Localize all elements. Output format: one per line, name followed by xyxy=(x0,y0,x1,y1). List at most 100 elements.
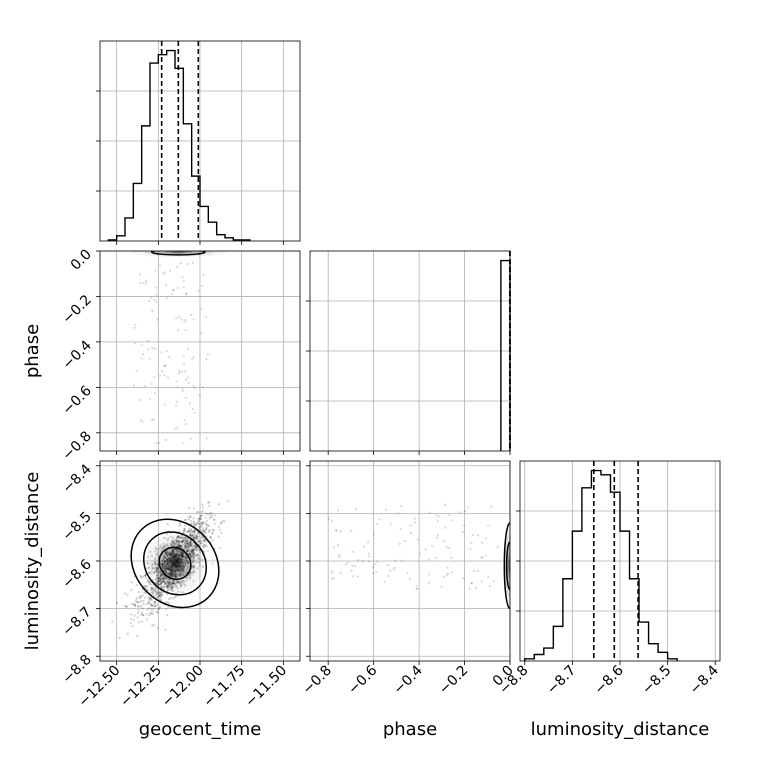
sample-point xyxy=(169,569,172,572)
sample-point xyxy=(157,569,160,572)
sample-point xyxy=(161,563,164,567)
sample-point xyxy=(158,594,161,597)
sample-point xyxy=(201,536,204,539)
sample-point xyxy=(160,561,164,564)
sample-point xyxy=(187,549,190,552)
sample-point xyxy=(149,597,153,600)
sample-point xyxy=(167,581,171,584)
sample-point xyxy=(157,607,161,610)
sample-point xyxy=(187,568,190,571)
sample-point xyxy=(199,542,202,545)
sample-point xyxy=(189,547,192,550)
sample-point xyxy=(174,573,177,576)
sample-point xyxy=(179,262,182,265)
sample-point xyxy=(175,548,178,551)
sample-point xyxy=(195,533,198,536)
sample-point xyxy=(170,565,173,569)
sample-point xyxy=(192,545,196,548)
sample-point xyxy=(440,586,443,589)
sample-point xyxy=(175,565,178,568)
sample-point xyxy=(192,549,195,552)
sample-point xyxy=(167,580,170,583)
sample-point xyxy=(179,565,182,568)
sample-point xyxy=(170,543,173,546)
sample-point xyxy=(166,585,169,588)
sample-point xyxy=(155,286,158,289)
sample-point xyxy=(166,558,169,561)
sample-point xyxy=(169,570,172,573)
sample-point xyxy=(193,548,197,551)
sample-point xyxy=(163,554,166,558)
sample-point xyxy=(175,560,178,563)
x-tick-label: −11.50 xyxy=(242,663,290,711)
sample-point xyxy=(170,573,174,576)
sample-point xyxy=(167,582,171,585)
sample-point xyxy=(203,545,207,548)
sample-point xyxy=(178,553,181,556)
sample-point xyxy=(201,558,204,561)
sample-point xyxy=(207,524,211,527)
sample-point xyxy=(177,568,180,571)
sample-point xyxy=(424,548,427,551)
sample-point xyxy=(179,564,182,567)
sample-point xyxy=(168,568,171,571)
sample-point xyxy=(152,607,156,610)
sample-point xyxy=(186,539,189,542)
sample-point xyxy=(223,520,226,523)
sample-point xyxy=(111,620,114,623)
sample-point xyxy=(148,614,151,617)
sample-point xyxy=(179,565,182,568)
sample-point xyxy=(153,567,156,570)
sample-point xyxy=(158,598,161,601)
density-level xyxy=(507,552,510,579)
sample-point xyxy=(170,566,173,569)
sample-point xyxy=(173,555,176,558)
x-tick-label: −12.00 xyxy=(159,663,207,711)
sample-point xyxy=(162,566,166,570)
sample-point xyxy=(167,578,170,581)
sample-point xyxy=(162,555,165,558)
sample-point xyxy=(142,613,145,616)
sample-point xyxy=(160,573,163,576)
sample-point xyxy=(204,516,207,520)
sample-point xyxy=(205,523,208,526)
sample-point xyxy=(378,518,381,521)
sample-point xyxy=(151,604,154,607)
sample-point xyxy=(160,351,163,354)
sample-point xyxy=(171,543,175,546)
sample-point xyxy=(139,595,142,598)
sample-point xyxy=(202,273,205,276)
sample-point xyxy=(173,562,176,565)
sample-point xyxy=(178,573,181,576)
sample-point xyxy=(210,514,213,518)
sample-point xyxy=(172,568,176,571)
sample-point xyxy=(178,545,181,548)
sample-point xyxy=(164,566,167,570)
sample-point xyxy=(164,571,167,574)
sample-point xyxy=(147,601,150,604)
sample-point xyxy=(201,509,204,513)
sample-point xyxy=(175,560,178,563)
sample-point xyxy=(166,558,169,561)
sample-point xyxy=(178,570,181,573)
sample-point xyxy=(177,535,181,539)
sample-point xyxy=(170,553,173,556)
sample-point xyxy=(189,544,192,547)
sample-point xyxy=(181,555,184,559)
sample-point xyxy=(157,583,160,586)
sample-point xyxy=(144,596,147,599)
sample-point xyxy=(187,545,190,548)
sample-point xyxy=(169,544,173,547)
sample-point xyxy=(158,594,161,597)
sample-point xyxy=(166,561,169,564)
sample-point xyxy=(187,549,190,553)
sample-point xyxy=(163,365,166,368)
sample-point xyxy=(195,549,198,552)
sample-point xyxy=(150,382,153,386)
sample-point xyxy=(217,503,220,506)
sample-point xyxy=(176,556,179,559)
sample-point xyxy=(198,549,201,552)
sample-point xyxy=(196,546,199,549)
sample-point xyxy=(179,569,182,573)
sample-point xyxy=(170,557,173,561)
